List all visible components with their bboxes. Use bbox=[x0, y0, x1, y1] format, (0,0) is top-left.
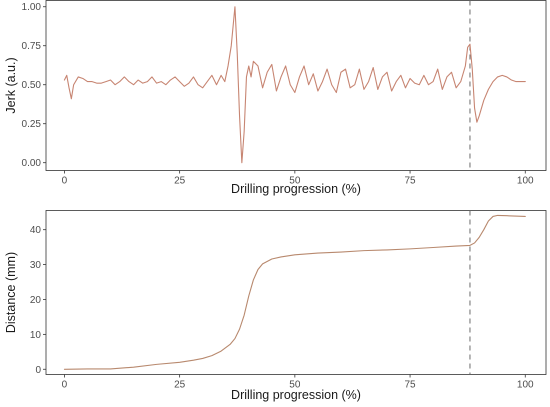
distance-x-tick-label: 75 bbox=[404, 380, 416, 391]
jerk-x-tick-label: 25 bbox=[174, 176, 186, 187]
jerk-panel-border bbox=[45, 0, 547, 171]
jerk-y-tick-label: 0.00 bbox=[22, 158, 42, 169]
distance-axis-ticks: 0 25 50 75 100 0 10 20 30 40 bbox=[30, 225, 534, 390]
jerk-x-tick-label: 50 bbox=[289, 176, 301, 187]
distance-y-tick-label: 0 bbox=[35, 365, 41, 376]
distance-y-tick-label: 40 bbox=[30, 225, 42, 236]
jerk-y-tick-label: 1.00 bbox=[22, 2, 42, 13]
jerk-x-tick-label: 100 bbox=[517, 176, 534, 187]
distance-x-tick-label: 0 bbox=[62, 380, 68, 391]
jerk-y-tick-label: 0.25 bbox=[22, 119, 42, 130]
distance-panel-border bbox=[45, 210, 547, 375]
distance-chart: 0 25 50 75 100 0 10 20 30 40 Drilling progression… bbox=[4, 210, 547, 402]
distance-x-tick-label: 25 bbox=[174, 380, 186, 391]
distance-x-tick-label: 100 bbox=[517, 380, 534, 391]
jerk-y-tick-label: 0.75 bbox=[22, 41, 42, 52]
jerk-axis-ticks: 0 25 50 75 100 0.00 0.25 0.50 0.75 1.00 bbox=[22, 2, 535, 186]
jerk-y-tick-label: 0.50 bbox=[22, 80, 42, 91]
distance-x-tick-label: 50 bbox=[289, 380, 301, 391]
jerk-chart: 0 25 50 75 100 0.00 0.25 0.50 0.75 1.00 Drilling … bbox=[4, 0, 547, 196]
jerk-x-tick-label: 75 bbox=[404, 176, 416, 187]
jerk-x-axis-title: Drilling progression (%) bbox=[231, 182, 361, 196]
distance-y-tick-label: 10 bbox=[30, 330, 42, 341]
distance-y-tick-label: 20 bbox=[30, 295, 42, 306]
distance-y-tick-label: 30 bbox=[30, 260, 42, 271]
jerk-x-tick-label: 0 bbox=[62, 176, 68, 187]
distance-y-axis-title: Distance (mm) bbox=[4, 252, 18, 333]
jerk-series-line bbox=[63, 6, 526, 164]
distance-x-axis-title: Drilling progression (%) bbox=[231, 388, 361, 402]
distance-series-line bbox=[63, 214, 526, 370]
jerk-y-axis-title: Jerk (a.u.) bbox=[4, 57, 18, 113]
